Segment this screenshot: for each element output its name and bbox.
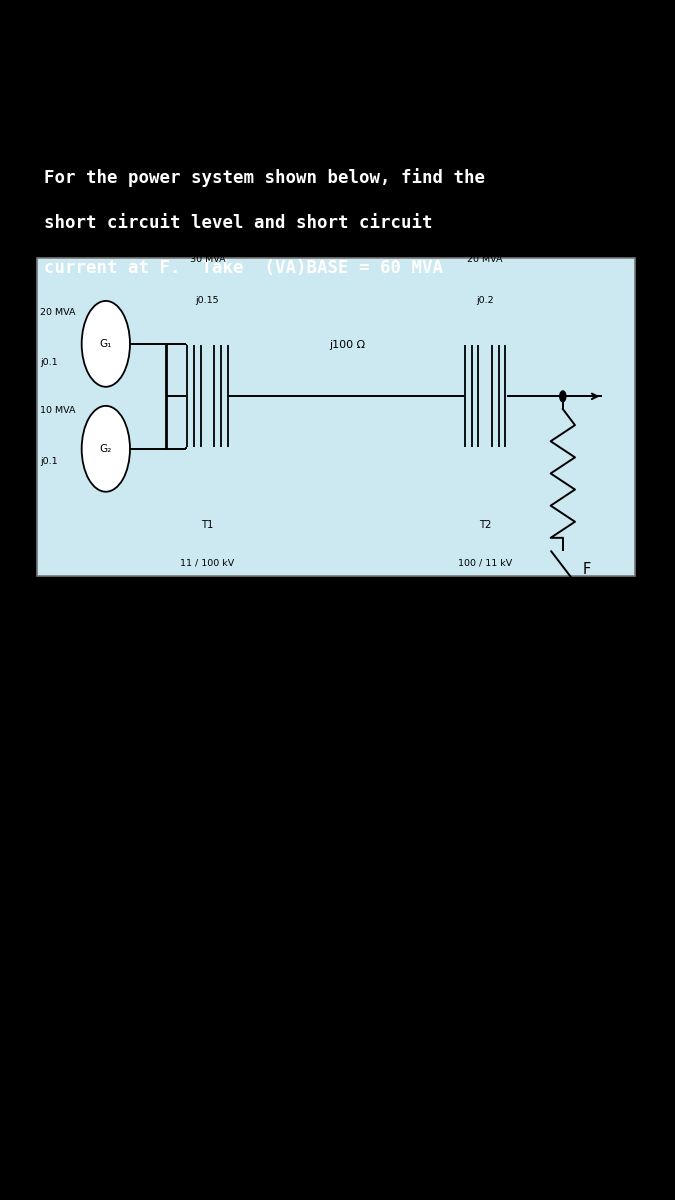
Text: j0.15: j0.15 xyxy=(196,296,219,306)
Text: G₂: G₂ xyxy=(100,444,112,454)
Text: j100 Ω: j100 Ω xyxy=(329,341,366,350)
Text: 30 MVA: 30 MVA xyxy=(190,256,225,264)
Text: j0.1: j0.1 xyxy=(40,457,58,466)
FancyBboxPatch shape xyxy=(37,258,634,576)
Text: G₁: G₁ xyxy=(100,338,112,349)
Text: 20 MVA: 20 MVA xyxy=(40,307,76,317)
Text: 11 / 100 kV: 11 / 100 kV xyxy=(180,559,234,568)
Circle shape xyxy=(82,406,130,492)
Text: 10 MVA: 10 MVA xyxy=(40,406,76,415)
Text: T2: T2 xyxy=(479,520,491,530)
Text: T1: T1 xyxy=(201,520,213,530)
Circle shape xyxy=(82,301,130,386)
Text: short circuit level and short circuit: short circuit level and short circuit xyxy=(44,214,433,232)
Text: For the power system shown below, find the: For the power system shown below, find t… xyxy=(44,168,485,187)
Text: j0.2: j0.2 xyxy=(477,296,494,306)
Text: current at F.  Take  (VA)BASE = 60 MVA: current at F. Take (VA)BASE = 60 MVA xyxy=(44,259,443,277)
Text: 20 MVA: 20 MVA xyxy=(467,256,503,264)
Text: j0.1: j0.1 xyxy=(40,359,58,367)
Text: 100 / 11 kV: 100 / 11 kV xyxy=(458,559,512,568)
Text: F: F xyxy=(583,562,591,577)
Circle shape xyxy=(560,391,566,402)
